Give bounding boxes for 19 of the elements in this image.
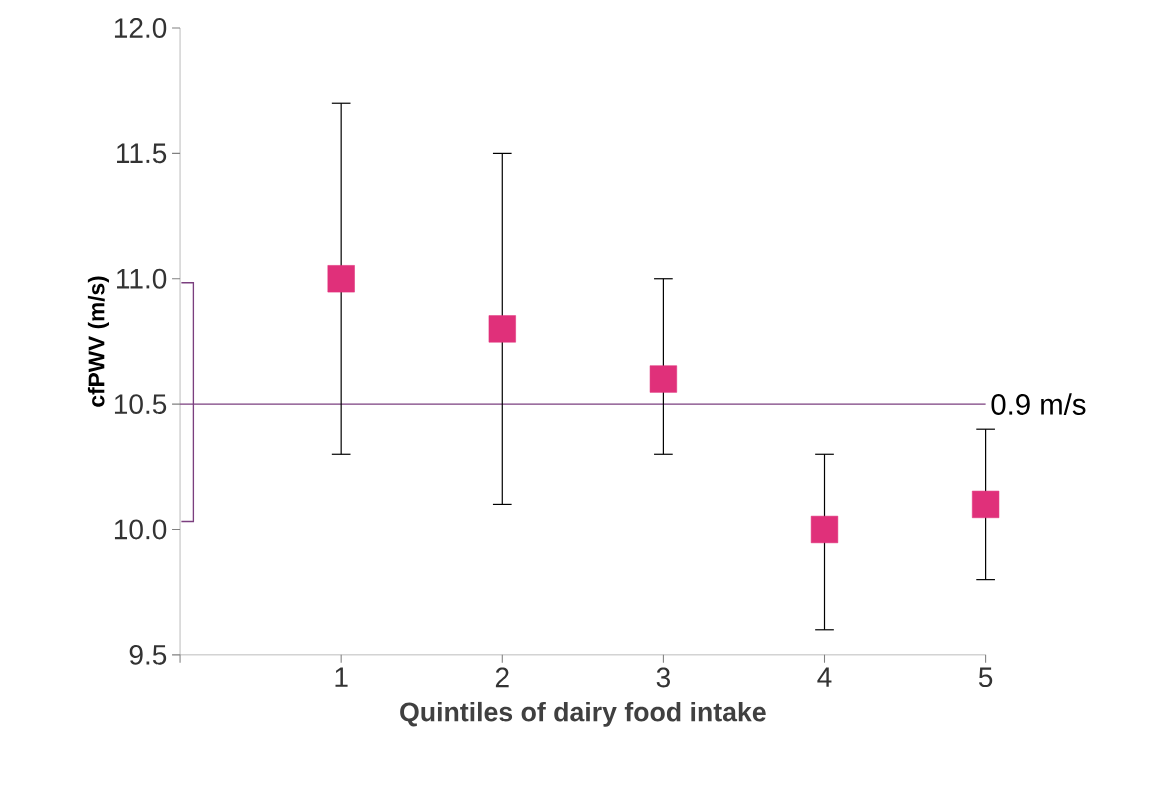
x-tick-label: 4: [817, 667, 832, 687]
x-axis-title: Quintiles of dairy food intake: [400, 701, 766, 727]
y-tick-label: 10.0: [114, 519, 167, 540]
y-tick-label: 11.5: [117, 143, 167, 164]
x-tick-label: 5: [978, 667, 993, 688]
y-tick-label: 11.0: [117, 268, 167, 289]
point: [488, 315, 516, 343]
point: [810, 515, 839, 544]
point: [649, 365, 677, 393]
y-tick-label: 10.5: [114, 394, 167, 415]
ref-line-label: 0.9 m/s: [991, 393, 1086, 415]
y-tick-label: 9.5: [129, 644, 167, 665]
x-tick-label: 3: [656, 667, 670, 688]
x-tick-label: 2: [495, 667, 509, 688]
point: [972, 490, 1000, 519]
y-tick-label: 12.0: [114, 18, 167, 38]
x-tick-label: 1: [335, 667, 348, 687]
point: [327, 265, 355, 293]
y-axis-title: cfPWV (m/s): [87, 276, 110, 407]
